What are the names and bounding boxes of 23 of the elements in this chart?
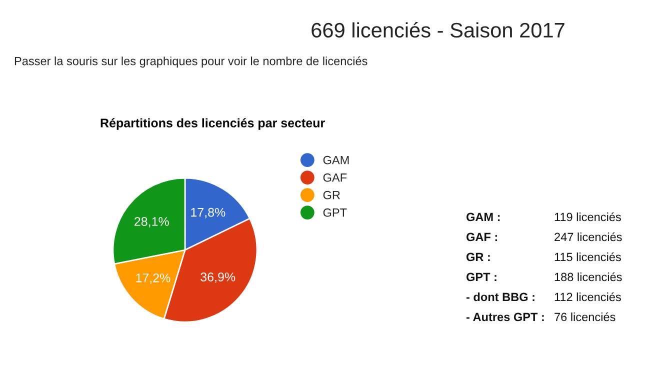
text: 115 licenciés bbox=[554, 252, 621, 262]
text: - Autres GPT : bbox=[466, 312, 544, 322]
legend-label: GPT bbox=[323, 208, 347, 217]
text: GAF : bbox=[466, 232, 497, 242]
legend-label: GR bbox=[323, 190, 340, 200]
data-label: 36,9% bbox=[200, 272, 236, 283]
text: 247 licenciés bbox=[554, 232, 622, 242]
text: 112 licenciés bbox=[554, 292, 621, 302]
data-label: 17,2% bbox=[136, 273, 170, 284]
legend-label: GAM bbox=[323, 156, 349, 164]
text: 76 licenciés bbox=[554, 312, 616, 322]
data-label: 28,1% bbox=[134, 217, 169, 228]
text: 119 licenciés bbox=[554, 212, 621, 222]
chart-title: Répartitions des licenciés par secteur bbox=[100, 118, 325, 130]
text: GAM : bbox=[466, 212, 500, 222]
text: GPT : bbox=[466, 272, 496, 282]
data-label: 17,8% bbox=[191, 208, 226, 218]
legend-label: GAF bbox=[323, 173, 347, 182]
text: Passer la souris sur les graphiques pour voir le nombre de licenciés bbox=[14, 56, 368, 68]
text: 188 licenciés bbox=[554, 272, 622, 282]
text: - dont BBG : bbox=[466, 292, 534, 302]
text: GR : bbox=[466, 252, 490, 262]
text: 669 licenciés - Saison 2017 bbox=[312, 22, 564, 38]
